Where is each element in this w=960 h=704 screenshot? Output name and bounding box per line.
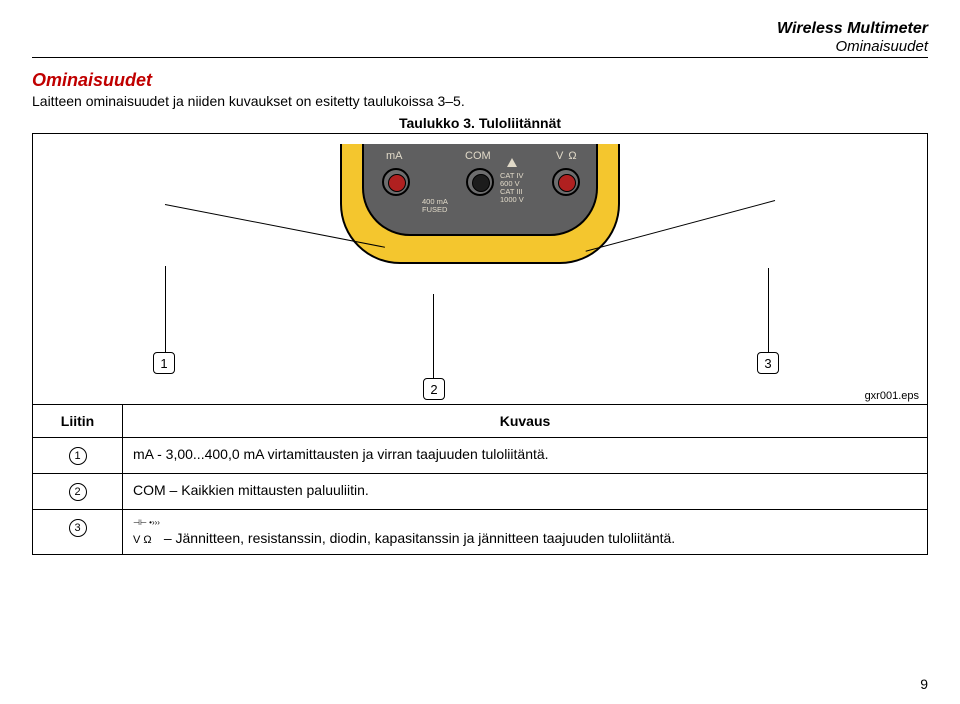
figure-filename: gxr001.eps xyxy=(865,390,919,402)
vohm-icon: ⊣⊢ •››› V Ω xyxy=(133,518,160,546)
figure-box: mA COM V Ω 400 mA FUSED CAT IV 600 V CAT… xyxy=(32,133,928,405)
jack-vohm xyxy=(552,168,580,196)
jack-label-com: COM xyxy=(465,150,491,162)
warning-triangle-icon xyxy=(507,158,517,167)
doc-title: Wireless Multimeter xyxy=(32,20,928,38)
section-intro: Laitteen ominaisuudet ja niiden kuvaukse… xyxy=(32,93,928,109)
callout-line xyxy=(165,266,166,352)
header-right: Wireless Multimeter Ominaisuudet xyxy=(32,20,928,55)
table-row: 2 COM – Kaikkien mittausten paluuliitin. xyxy=(33,473,928,509)
table-row: 1 mA - 3,00...400,0 mA virtamittausten j… xyxy=(33,437,928,473)
jack-label-ma: mA xyxy=(386,150,403,162)
cat-rating-text: CAT IV 600 V CAT III 1000 V xyxy=(500,172,524,204)
fuse-text: 400 mA FUSED xyxy=(422,198,448,214)
table-caption: Taulukko 3. Tuloliitännät xyxy=(32,115,928,131)
row-desc-text: – Jännitteen, resistanssin, diodin, kapa… xyxy=(164,530,675,546)
row-desc: mA - 3,00...400,0 mA virtamittausten ja … xyxy=(123,437,928,473)
callout-3: 3 xyxy=(757,352,779,374)
header-rule xyxy=(32,57,928,58)
row-desc: COM – Kaikkien mittausten paluuliitin. xyxy=(123,473,928,509)
row-desc: ⊣⊢ •››› V Ω – Jännitteen, resistanssin, … xyxy=(123,509,928,554)
row-number: 2 xyxy=(69,483,87,501)
callout-1: 1 xyxy=(153,352,175,374)
callout-line xyxy=(433,294,434,378)
device-illustration: mA COM V Ω 400 mA FUSED CAT IV 600 V CAT… xyxy=(340,144,620,304)
section-heading: Ominaisuudet xyxy=(32,70,928,91)
device-inner-panel: mA COM V Ω 400 mA FUSED CAT IV 600 V CAT… xyxy=(362,144,598,236)
jack-com xyxy=(466,168,494,196)
doc-subtitle: Ominaisuudet xyxy=(32,38,928,55)
table-header-kuvaus: Kuvaus xyxy=(123,404,928,437)
table-row: 3 ⊣⊢ •››› V Ω – Jännitteen, resistanssin… xyxy=(33,509,928,554)
jack-label-vohm: V Ω xyxy=(556,150,578,162)
row-number: 1 xyxy=(69,447,87,465)
connectors-table: Liitin Kuvaus 1 mA - 3,00...400,0 mA vir… xyxy=(32,404,928,555)
callout-line xyxy=(768,268,769,352)
table-header-liitin: Liitin xyxy=(33,404,123,437)
row-number: 3 xyxy=(69,519,87,537)
page-number: 9 xyxy=(920,676,928,692)
callout-2: 2 xyxy=(423,378,445,400)
jack-ma xyxy=(382,168,410,196)
